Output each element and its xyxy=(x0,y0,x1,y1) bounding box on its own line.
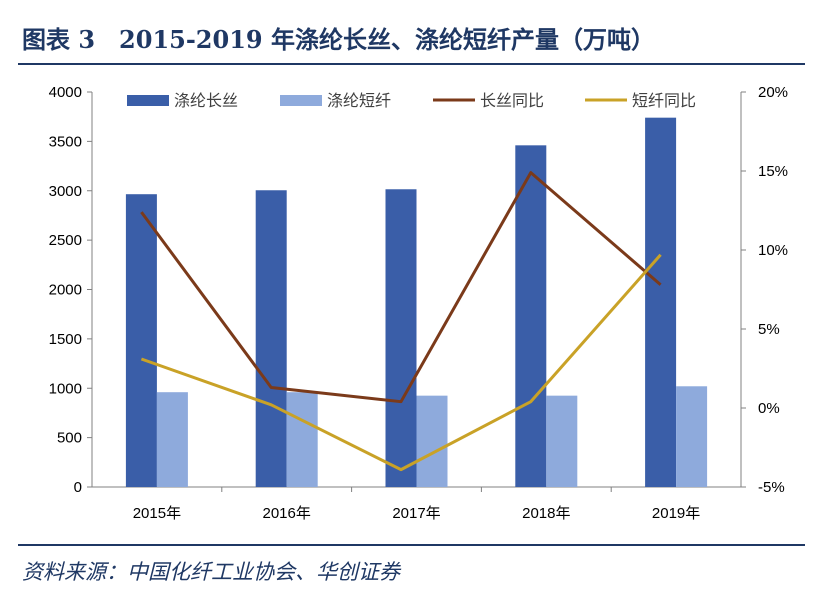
bar-staple-fiber xyxy=(546,395,578,487)
left-tick-label: 4000 xyxy=(49,84,82,101)
bar-long-filament xyxy=(255,190,287,487)
left-tick-label: 2500 xyxy=(49,232,82,249)
source-divider xyxy=(18,544,805,546)
left-tick-label: 0 xyxy=(74,479,82,496)
left-tick-label: 500 xyxy=(57,430,82,447)
left-tick-label: 2000 xyxy=(49,282,82,299)
x-tick-label: 2015年 xyxy=(133,505,181,522)
bar-staple-fiber xyxy=(156,392,188,487)
figure-title: 图表 3 2015-2019 年涤纶长丝、涤纶短纤产量（万吨） xyxy=(22,25,655,54)
right-tick-label: 20% xyxy=(758,84,788,101)
title-divider xyxy=(18,63,805,65)
bar-long-filament xyxy=(125,194,157,488)
bars xyxy=(125,117,708,488)
axes: 0 500 1000 1500 2000 2500 3000 3500 4000 -5% 0% 5% 1… xyxy=(49,84,788,522)
line-long-yoy xyxy=(140,171,662,404)
left-tick-label: 1000 xyxy=(49,380,82,397)
bar-long-filament xyxy=(385,189,417,488)
x-tick-label: 2018年 xyxy=(522,505,570,522)
line-staple-yoy xyxy=(140,253,662,472)
legend: 涤纶长丝 涤纶短纤 长丝同比 短纤同比 xyxy=(127,91,696,110)
legend-long-yoy-label: 长丝同比 xyxy=(480,91,544,110)
x-tick-label: 2019年 xyxy=(652,505,700,522)
right-tick-label: 5% xyxy=(758,321,780,338)
right-tick-label: 15% xyxy=(758,163,788,180)
right-tick-label: -5% xyxy=(758,479,785,496)
left-tick-label: 3500 xyxy=(49,133,82,150)
right-tick-label: 0% xyxy=(758,400,780,417)
x-tick-label: 2016年 xyxy=(263,505,311,522)
source-note: 资料来源：中国化纤工业协会、华创证券 xyxy=(22,560,400,584)
bar-long-filament xyxy=(645,117,677,488)
legend-long-filament-label: 涤纶长丝 xyxy=(174,91,238,110)
left-tick-label: 3000 xyxy=(49,183,82,200)
bar-staple-fiber xyxy=(676,386,708,487)
legend-long-filament-swatch xyxy=(127,95,169,106)
bar-long-filament xyxy=(515,145,547,487)
right-tick-label: 10% xyxy=(758,242,788,259)
lines xyxy=(140,171,662,472)
legend-staple-yoy-label: 短纤同比 xyxy=(632,91,696,110)
bar-staple-fiber xyxy=(416,395,448,487)
legend-staple-fiber-label: 涤纶短纤 xyxy=(327,91,391,110)
legend-staple-fiber-swatch xyxy=(280,95,322,106)
bar-staple-fiber xyxy=(286,392,318,487)
left-tick-label: 1500 xyxy=(49,331,82,348)
bar-line-chart: 0 500 1000 1500 2000 2500 3000 3500 4000 -5% 0% 5% 1… xyxy=(49,84,788,522)
x-tick-label: 2017年 xyxy=(392,505,440,522)
